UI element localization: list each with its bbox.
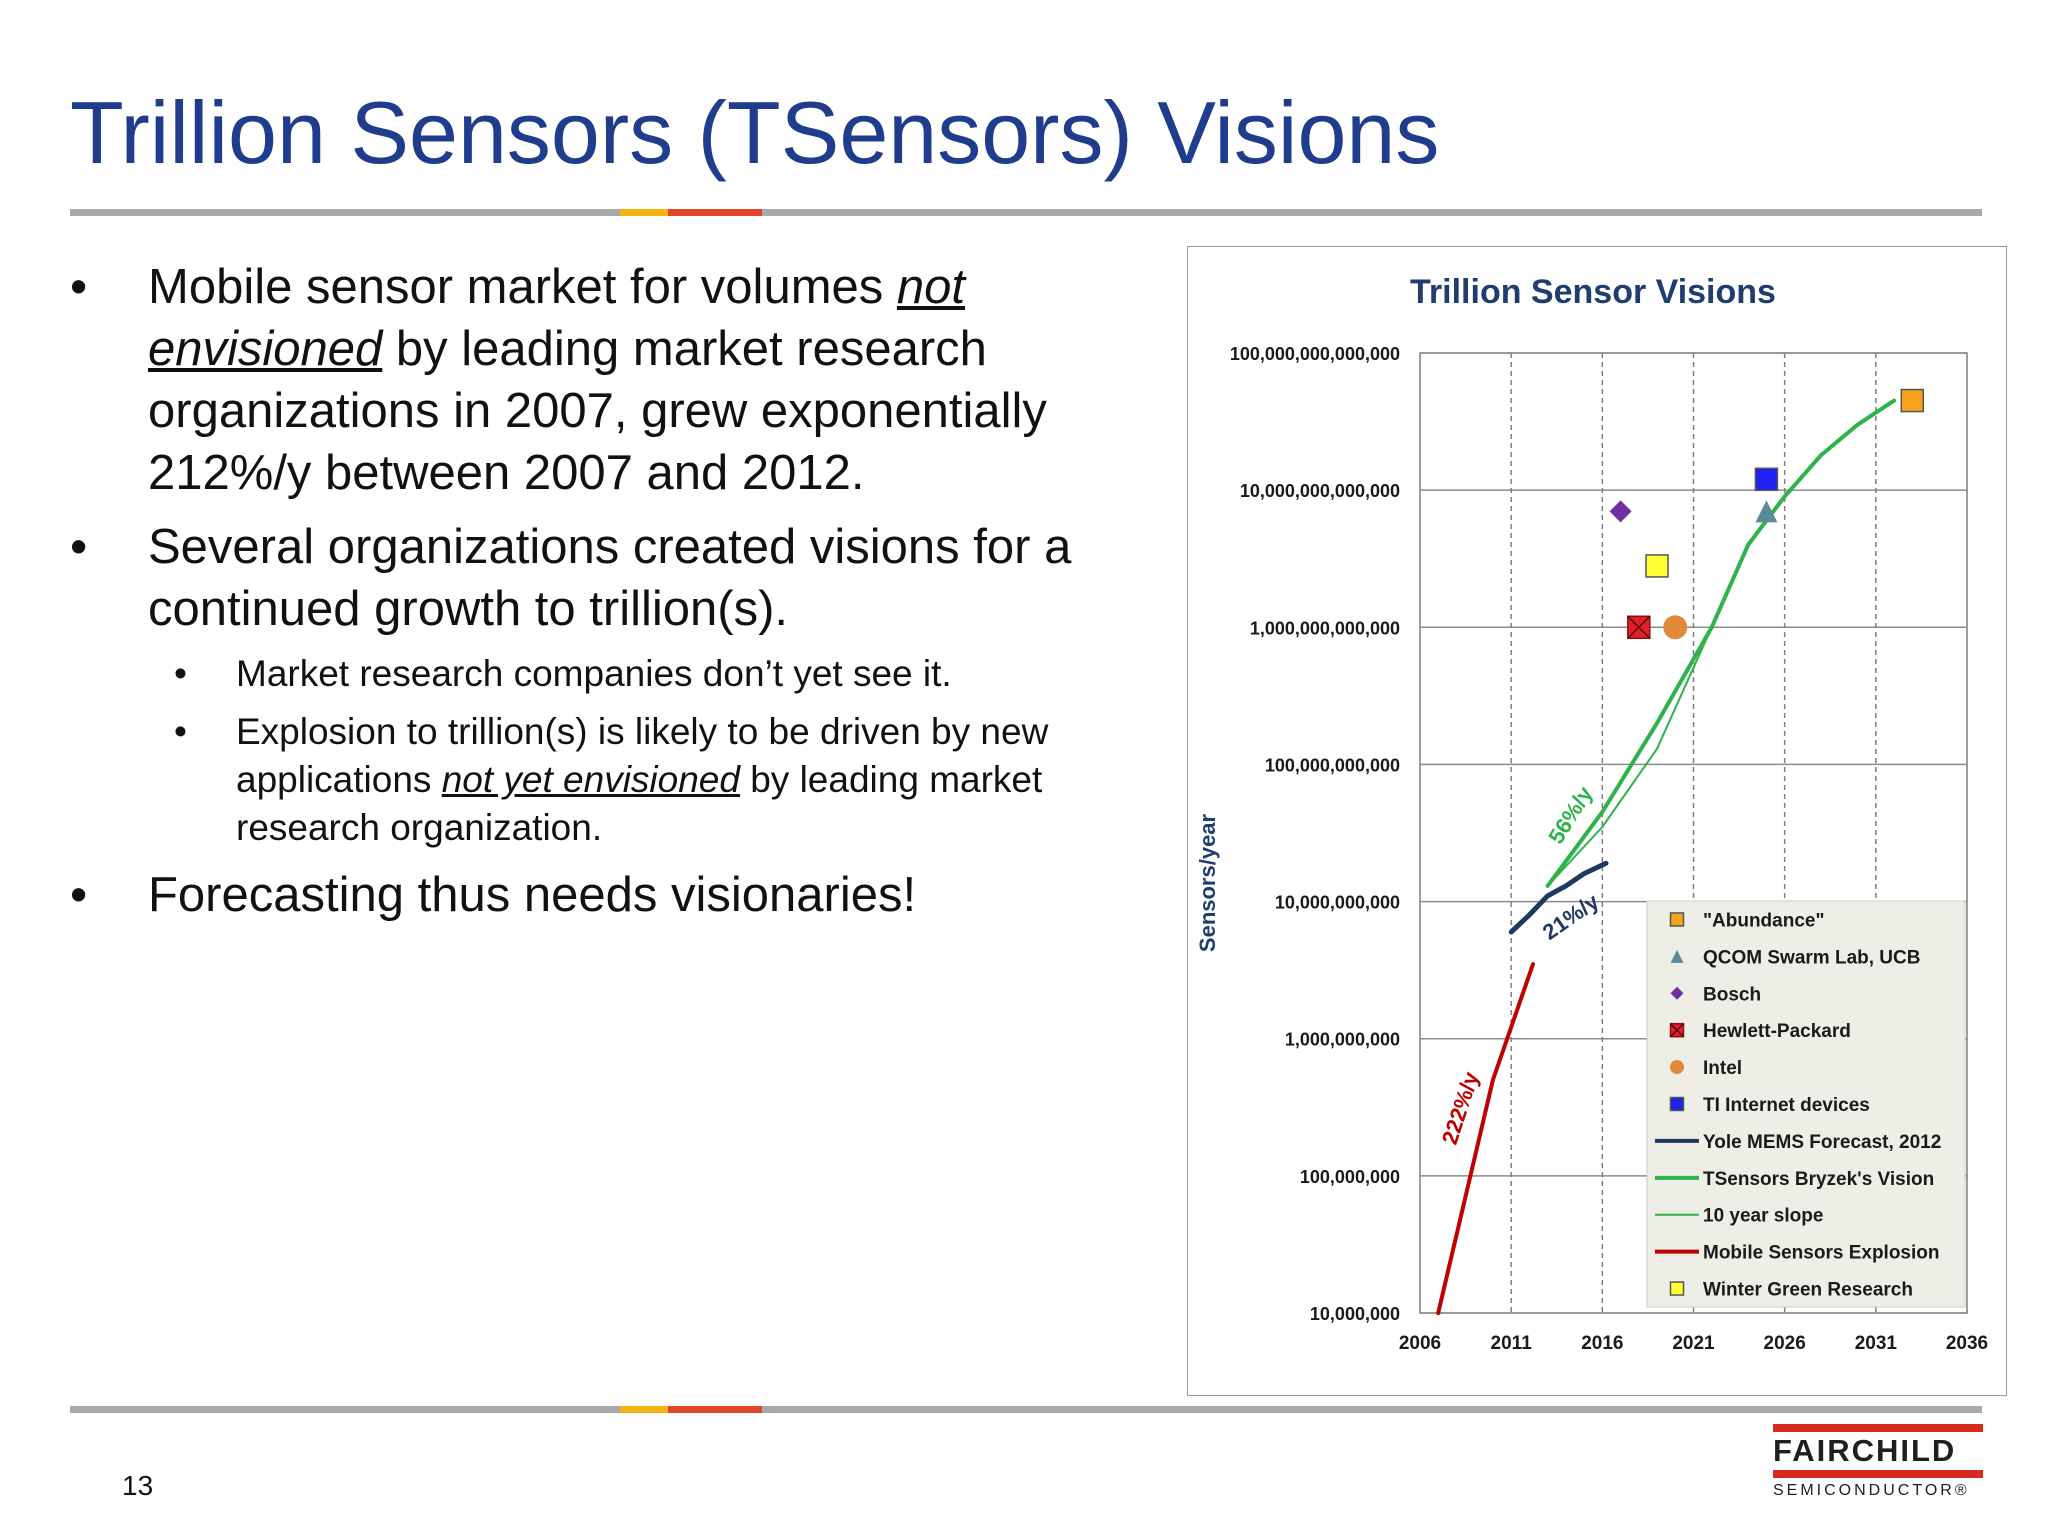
y-axis-label: Sensors/year bbox=[1195, 813, 1220, 952]
series-yole-mems-forecast-2012 bbox=[1508, 860, 1609, 935]
page-number: 13 bbox=[122, 1470, 154, 1501]
marker-abundance bbox=[1900, 388, 1925, 413]
legend-item: TI Internet devices bbox=[1669, 1095, 1870, 1116]
emphasis-text: not yet envisioned bbox=[441, 759, 740, 800]
bullet-dot: • bbox=[70, 260, 88, 314]
slide-title: Trillion Sensors (TSensors) Visions bbox=[70, 83, 1440, 182]
marker-qcom-swarm-lab-ucb bbox=[1755, 500, 1778, 523]
bullet-1: • Mobile sensor market for volumes not en… bbox=[70, 256, 1150, 504]
legend-label: QCOM Swarm Lab, UCB bbox=[1703, 947, 1920, 968]
emphasis-text: not envisioned bbox=[148, 260, 966, 376]
bullet-dot: • bbox=[174, 653, 187, 694]
legend-label: Intel bbox=[1703, 1058, 1742, 1079]
marker-winter-green-research bbox=[1645, 554, 1669, 578]
legend-item: "Abundance" bbox=[1669, 910, 1824, 931]
chart-title: Trillion Sensor Visions bbox=[1410, 273, 1776, 311]
legend-label: Bosch bbox=[1703, 984, 1761, 1005]
legend-item: QCOM Swarm Lab, UCB bbox=[1670, 947, 1920, 968]
bullet-dot: • bbox=[70, 520, 88, 574]
legend-swatch bbox=[1669, 1281, 1685, 1296]
legend-item: Mobile Sensors Explosion bbox=[1655, 1243, 1940, 1264]
legend-swatch bbox=[1669, 1096, 1685, 1112]
sub-bullet-2: • Explosion to trillion(s) is likely to b… bbox=[70, 708, 1150, 852]
marker-bosch bbox=[1609, 500, 1632, 523]
y-tick-label: 100,000,000,000 bbox=[1265, 755, 1400, 775]
chart-series bbox=[1436, 398, 1897, 1315]
bullet-2: • Several organizations created visions f… bbox=[70, 516, 1150, 852]
bullet-dot: • bbox=[174, 711, 187, 752]
chart-axes: 10,000,000 100,000,000 1,000,000,000 10,000… bbox=[1195, 344, 1988, 1354]
bullet-dot: • bbox=[70, 868, 88, 922]
sub-bullet-1: • Market research companies don’t yet see… bbox=[70, 650, 1150, 698]
bullet-3: • Forecasting thus needs visionaries! bbox=[70, 864, 1150, 926]
legend-label: Hewlett-Packard bbox=[1703, 1021, 1851, 1042]
bullet-list: • Mobile sensor market for volumes not en… bbox=[70, 256, 1150, 938]
legend-box bbox=[1646, 900, 1966, 1308]
legend-label: TSensors Bryzek's Vision bbox=[1703, 1169, 1934, 1190]
y-tick-label: 10,000,000,000,000 bbox=[1240, 481, 1400, 501]
series-tsensors-bryzek-s-vision bbox=[1545, 398, 1897, 888]
y-tick-label: 1,000,000,000,000 bbox=[1250, 618, 1400, 638]
footer-divider bbox=[70, 1406, 1982, 1413]
y-tick-label: 10,000,000,000 bbox=[1275, 893, 1400, 913]
y-tick-label: 100,000,000,000,000 bbox=[1230, 344, 1400, 364]
x-tick-label: 2021 bbox=[1672, 1333, 1715, 1354]
sub-bullet-list: • Market research companies don’t yet see… bbox=[148, 650, 1150, 852]
trillion-sensor-chart: Trillion Sensor Visions 10,000,000 100,00… bbox=[1187, 246, 2007, 1396]
legend-item: Hewlett-Packard bbox=[1669, 1021, 1851, 1042]
legend-label: Winter Green Research bbox=[1703, 1280, 1913, 1301]
y-tick-label: 10,000,000 bbox=[1310, 1304, 1400, 1324]
legend-item: 10 year slope bbox=[1655, 1206, 1823, 1227]
legend-swatch bbox=[1670, 949, 1684, 963]
legend-label: 10 year slope bbox=[1703, 1206, 1823, 1227]
legend-item: TSensors Bryzek's Vision bbox=[1655, 1169, 1934, 1190]
x-tick-label: 2036 bbox=[1946, 1333, 1988, 1354]
logo-subtitle: SEMICONDUCTOR® bbox=[1773, 1482, 1970, 1499]
legend-item: Bosch bbox=[1670, 984, 1761, 1005]
marker-hewlett-packard bbox=[1627, 615, 1651, 640]
legend-item: Intel bbox=[1670, 1058, 1742, 1079]
chart-markers bbox=[1609, 388, 1925, 640]
legend-swatch bbox=[1669, 912, 1685, 927]
legend-item: Yole MEMS Forecast, 2012 bbox=[1655, 1132, 1941, 1153]
marker-ti-internet-devices bbox=[1754, 467, 1779, 492]
legend-label: TI Internet devices bbox=[1703, 1095, 1870, 1116]
logo-wordmark: FAIRCHILD bbox=[1773, 1433, 1957, 1468]
x-tick-label: 2031 bbox=[1855, 1333, 1898, 1354]
legend-item: Winter Green Research bbox=[1669, 1280, 1913, 1301]
series-mobile-sensors-explosion bbox=[1436, 962, 1535, 1315]
legend-label: Yole MEMS Forecast, 2012 bbox=[1703, 1132, 1941, 1153]
x-tick-label: 2016 bbox=[1581, 1333, 1623, 1354]
x-tick-label: 2011 bbox=[1491, 1333, 1533, 1354]
y-tick-label: 1,000,000,000 bbox=[1285, 1030, 1400, 1050]
legend-label: Mobile Sensors Explosion bbox=[1703, 1243, 1940, 1264]
chart-legend: "Abundance" QCOM Swarm Lab, UCB Bosch Hewle… bbox=[1646, 900, 1966, 1308]
legend-swatch bbox=[1670, 986, 1684, 1000]
fairchild-logo: FAIRCHILD SEMICONDUCTOR® bbox=[1773, 1424, 1983, 1500]
title-divider bbox=[70, 209, 1982, 216]
y-tick-label: 100,000,000 bbox=[1300, 1167, 1400, 1187]
legend-swatch bbox=[1669, 1022, 1685, 1038]
marker-intel bbox=[1663, 615, 1688, 640]
legend-swatch bbox=[1670, 1060, 1684, 1075]
series-10-year-slope bbox=[1546, 626, 1713, 887]
x-tick-label: 2006 bbox=[1399, 1333, 1441, 1354]
legend-label: "Abundance" bbox=[1703, 910, 1824, 931]
x-tick-label: 2026 bbox=[1764, 1333, 1806, 1354]
